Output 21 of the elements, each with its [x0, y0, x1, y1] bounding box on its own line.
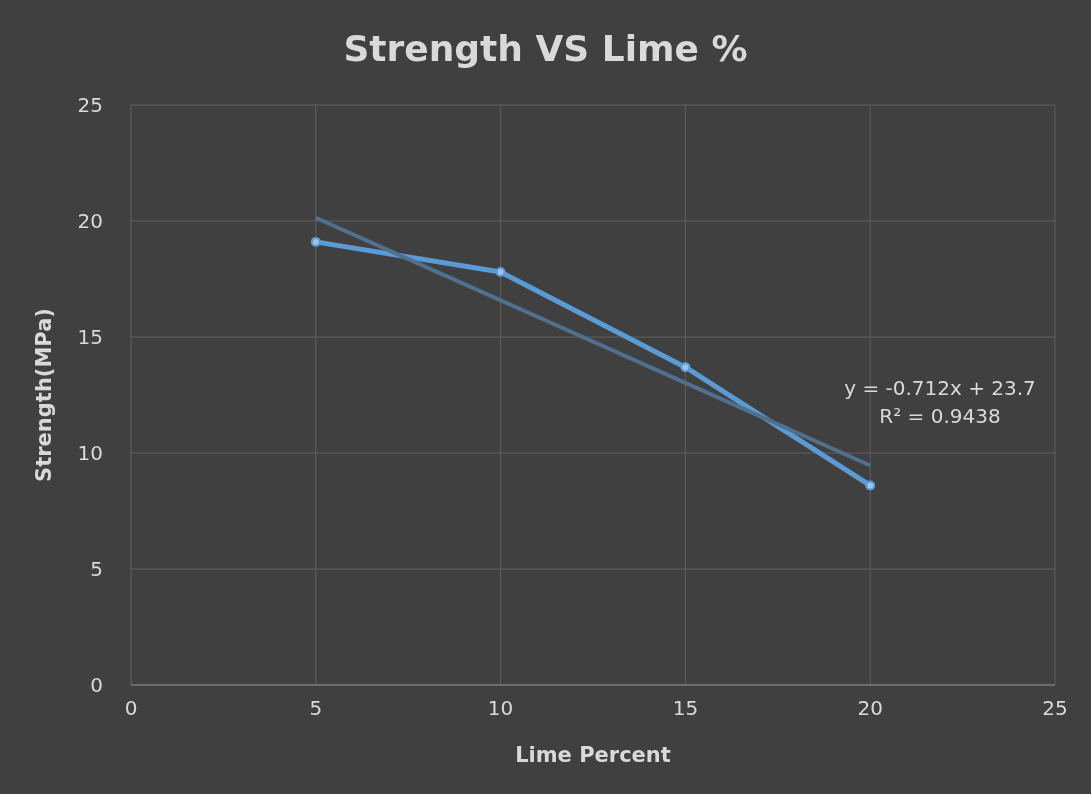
x-tick-label: 25 — [1042, 696, 1068, 721]
x-axis-title: Lime Percent — [515, 742, 671, 767]
y-tick-label: 25 — [77, 93, 103, 118]
y-tick-label: 5 — [90, 557, 103, 582]
y-tick-label: 10 — [77, 441, 103, 466]
x-tick-label: 10 — [487, 696, 514, 721]
point — [495, 267, 506, 278]
annotation: R² = 0.9438 — [878, 403, 1002, 430]
point — [865, 480, 876, 491]
chart-title: Strength VS Lime % — [342, 28, 749, 69]
x-tick-label: 0 — [124, 696, 138, 721]
y-tick-label: 0 — [90, 673, 103, 698]
y-tick-label: 15 — [77, 325, 103, 350]
point — [680, 362, 691, 373]
point — [310, 236, 321, 247]
x-tick-label: 15 — [672, 696, 699, 721]
x-tick-label: 20 — [857, 696, 883, 721]
x-tick-label: 5 — [309, 696, 323, 721]
annotation: y = -0.712x + 23.7 — [843, 375, 1037, 402]
y-axis-title: Strength(MPa) — [32, 308, 57, 482]
y-tick-label: 20 — [77, 209, 103, 234]
